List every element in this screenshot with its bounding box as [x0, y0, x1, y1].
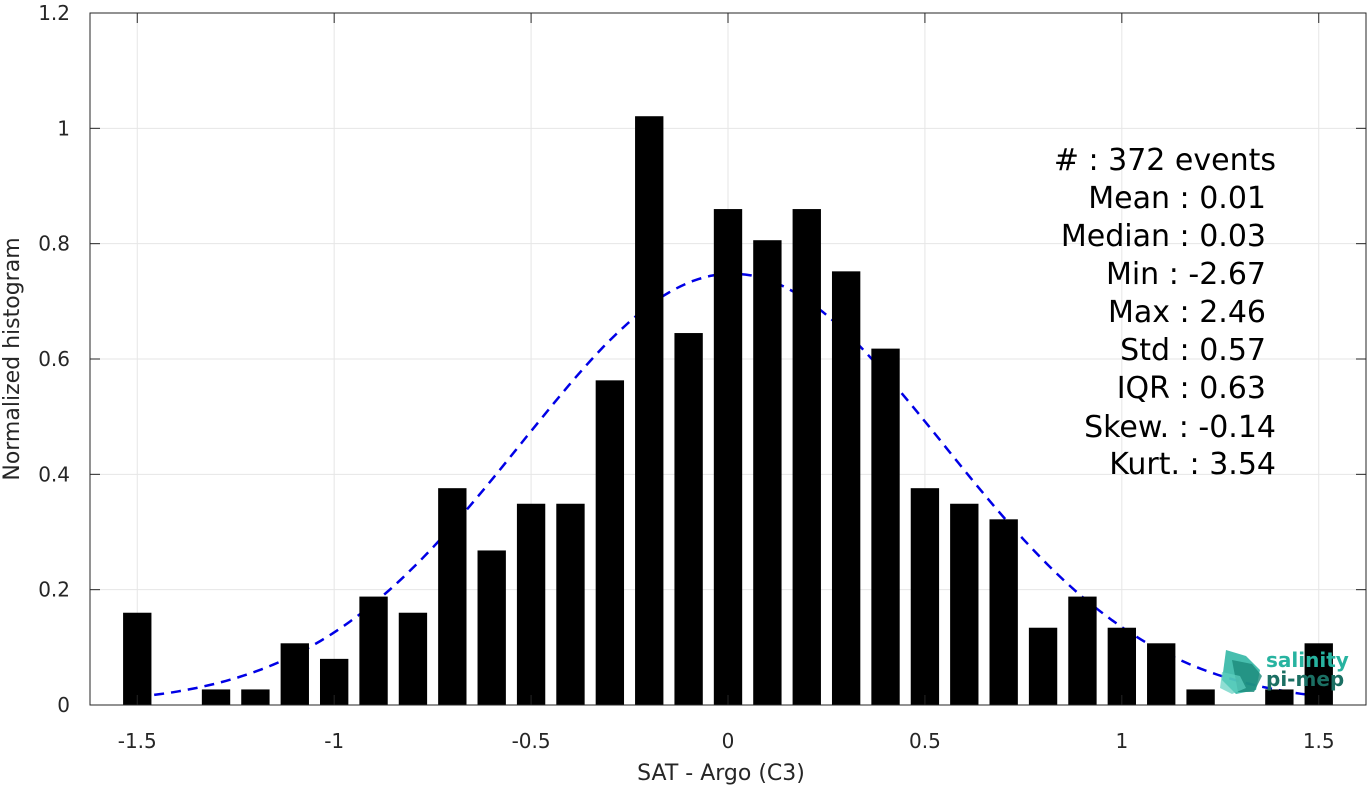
- stat-max: Max : 2.46: [1108, 295, 1266, 330]
- logo-text-pi-mep: pi-mep: [1266, 667, 1344, 691]
- y-tick-label: 1.2: [38, 1, 70, 25]
- x-tick-label: 0: [722, 729, 735, 753]
- y-tick-label: 0.6: [38, 347, 70, 371]
- y-tick-label: 1: [57, 116, 70, 140]
- y-tick-label: 0.4: [38, 462, 70, 486]
- logo-mark-icon: [1220, 650, 1262, 694]
- histogram-bar: [241, 689, 270, 705]
- histogram-bar: [595, 380, 625, 705]
- logo-text-salinity: salinity: [1266, 648, 1349, 672]
- histogram-bar: [280, 643, 309, 705]
- histogram-bar: [989, 519, 1018, 705]
- histogram-bar: [1147, 643, 1176, 705]
- histogram-bar: [477, 550, 506, 705]
- histogram-bar: [753, 240, 782, 705]
- x-tick-label: -0.5: [512, 729, 551, 753]
- axis-ticks: -1.5 -1 -0.5 0 0.5 1 1.5 0 0.2 0.4 0.6 0.8 1 1.2: [38, 1, 1366, 753]
- y-tick-label: 0.8: [38, 232, 70, 256]
- x-tick-label: -1.5: [118, 729, 157, 753]
- histogram-bar: [674, 333, 703, 705]
- x-tick-label: 1.5: [1303, 729, 1335, 753]
- stat-mean: Mean : 0.01: [1088, 181, 1266, 216]
- histogram-bar: [831, 271, 861, 705]
- histogram-bar: [1265, 689, 1294, 705]
- stat-min: Min : -2.67: [1106, 257, 1266, 292]
- stat-median: Median : 0.03: [1061, 219, 1266, 254]
- histogram-bar: [792, 209, 821, 706]
- histogram-bar: [1107, 627, 1137, 705]
- histogram-bar: [556, 503, 585, 705]
- histogram-bar: [398, 612, 428, 705]
- x-tick-label: 1: [1115, 729, 1128, 753]
- histogram-bar: [1304, 643, 1333, 705]
- stat-skewness: Skew. : -0.14: [1084, 410, 1276, 445]
- y-axis-label: Normalized histogram: [0, 237, 25, 480]
- histogram-bar: [359, 596, 388, 705]
- x-tick-label: 0.5: [909, 729, 941, 753]
- histogram-bar: [438, 488, 467, 705]
- stat-iqr: IQR : 0.63: [1117, 371, 1266, 406]
- histogram-bar: [516, 503, 546, 705]
- stat-std: Std : 0.57: [1120, 333, 1266, 368]
- y-tick-label: 0.2: [38, 578, 70, 602]
- histogram-bar: [1028, 627, 1058, 705]
- stat-count: # : 372 events: [1054, 143, 1276, 178]
- histogram-bar: [713, 209, 743, 706]
- x-axis-label: SAT - Argo (C3): [637, 761, 805, 786]
- histogram-bar: [123, 612, 152, 705]
- statistics-box: # : 372 events Mean : 0.01 Median : 0.03…: [1054, 143, 1276, 482]
- histogram-bar: [871, 348, 900, 705]
- histogram-bar: [1186, 689, 1215, 705]
- histogram-bar: [635, 116, 664, 706]
- histogram-bar: [950, 503, 979, 705]
- histogram-bar: [1068, 596, 1097, 705]
- x-tick-label: -1: [324, 729, 344, 753]
- histogram-bar: [910, 488, 940, 705]
- histogram-bar: [201, 689, 231, 705]
- bars: [123, 116, 1333, 706]
- salinity-pi-mep-logo: salinity pi-mep: [1220, 648, 1349, 694]
- stat-kurtosis: Kurt. : 3.54: [1109, 447, 1276, 482]
- y-tick-label: 0: [57, 693, 70, 717]
